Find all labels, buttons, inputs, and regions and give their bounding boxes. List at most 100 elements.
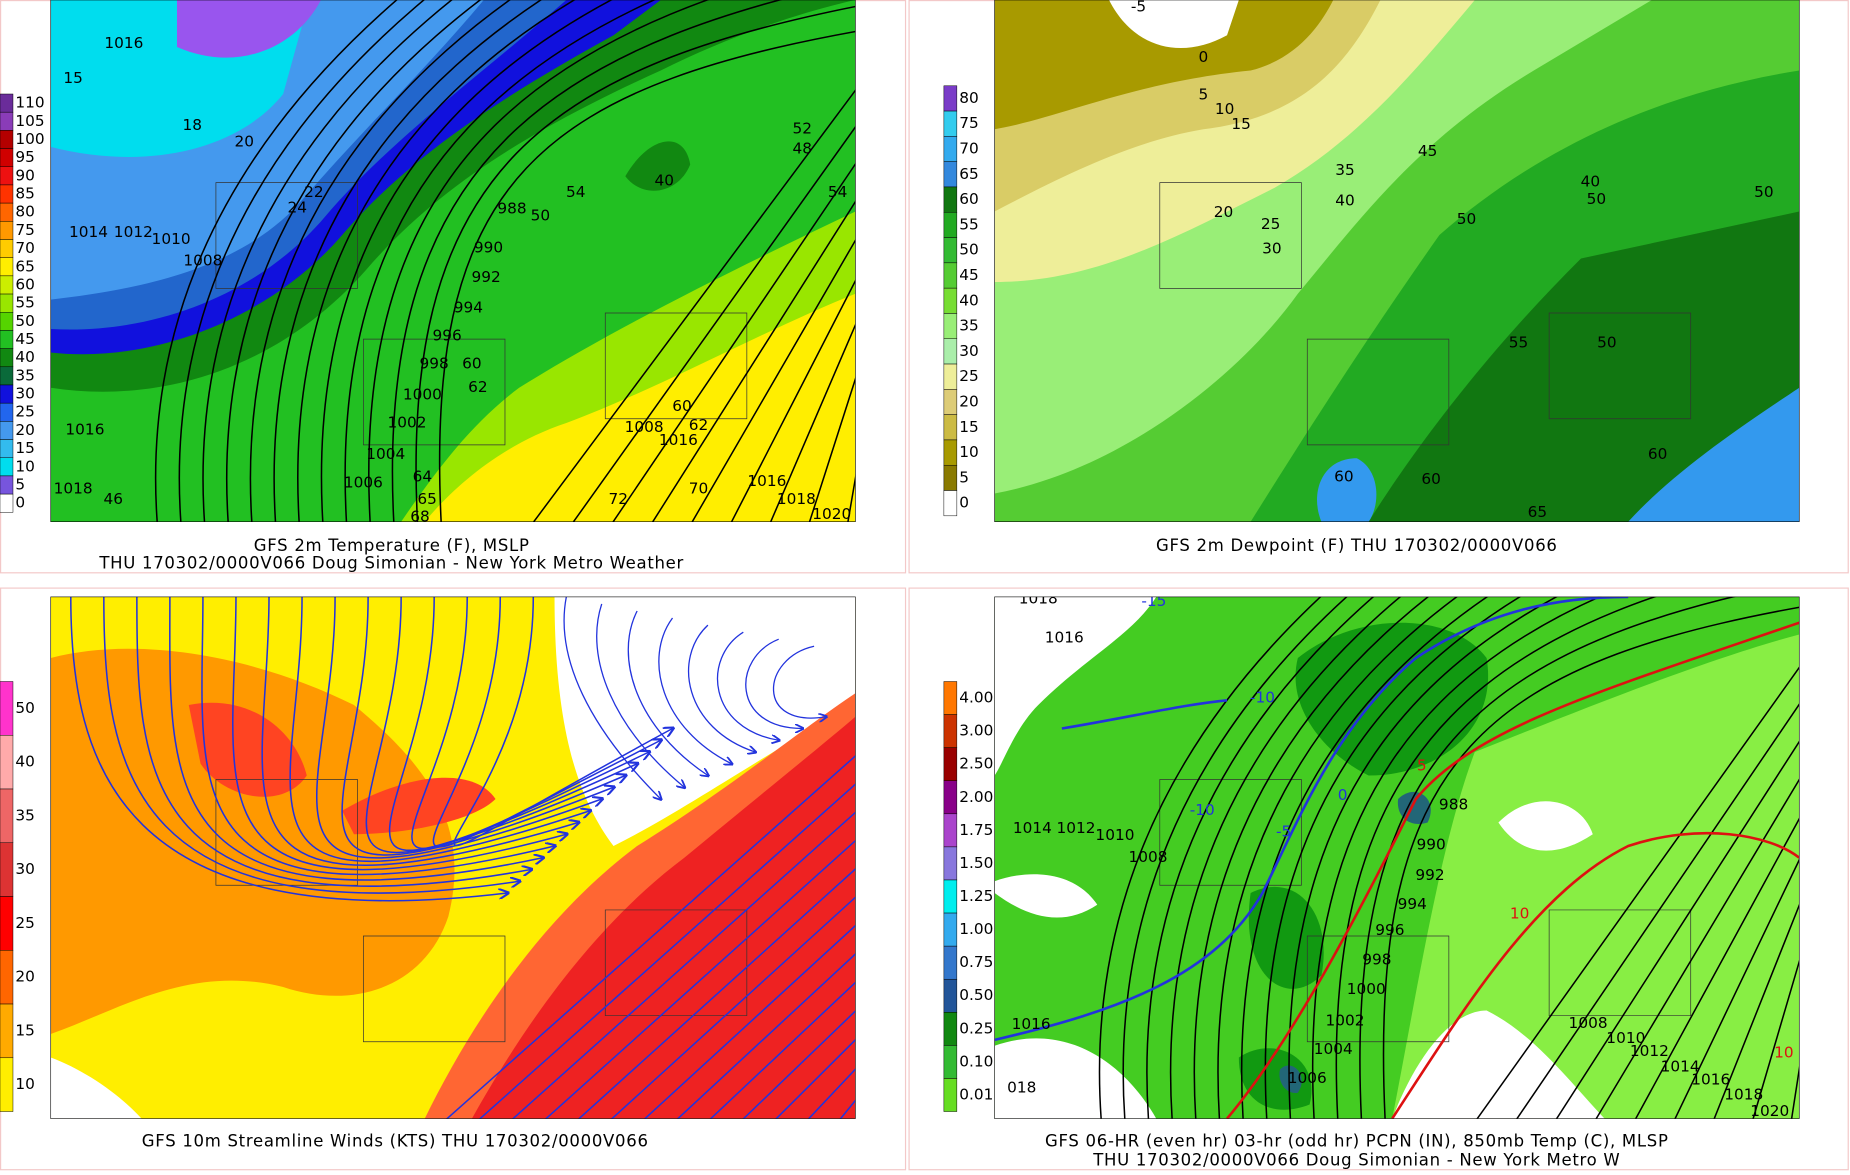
isobar: [202, 0, 453, 522]
map-label: 1004: [366, 445, 405, 463]
map-label: 1010: [152, 230, 191, 248]
map-label: 0: [1199, 48, 1209, 66]
map-label: 62: [689, 416, 709, 434]
map-label: 992: [1415, 866, 1444, 884]
isobar: [1146, 596, 1375, 1119]
colorbar-label: 50: [15, 312, 35, 330]
map-label: -10: [1190, 801, 1215, 819]
colorbar-label: 80: [15, 203, 35, 221]
colorbar-swatch: [943, 780, 958, 815]
colorbar-label: 4.00: [959, 689, 993, 707]
streamline: [388, 596, 638, 852]
isobar: [415, 5, 856, 522]
isobar: [1674, 858, 1800, 1119]
shaded-region: [1279, 1065, 1302, 1094]
streamline: [807, 1068, 856, 1119]
map-border: [994, 0, 1800, 522]
streamline: [103, 596, 519, 894]
colorbar-label: 60: [15, 275, 35, 293]
shaded-region: [188, 702, 307, 797]
isobar: [391, 0, 783, 522]
streamline: [563, 596, 661, 799]
colorbar-swatch: [943, 1045, 958, 1079]
map-label: 1020: [1750, 1102, 1789, 1120]
colorbar-swatch: [943, 464, 958, 491]
map-label: 25: [1261, 215, 1281, 233]
map-label: 1004: [1314, 1040, 1353, 1058]
isobar: [1359, 596, 1737, 1119]
colorbar-label: 45: [959, 266, 979, 284]
map-label: 1010: [1095, 826, 1134, 844]
map-label: 1000: [1347, 980, 1386, 998]
shaded-region: [1368, 211, 1800, 522]
map-label: 20: [1214, 203, 1234, 221]
map-label: 1000: [403, 385, 442, 403]
shaded-region: [471, 716, 856, 1119]
streamline: [544, 839, 856, 1119]
map-label: 996: [433, 327, 462, 345]
isobar: [249, 0, 512, 522]
map-label: 1014: [69, 223, 108, 241]
streamline: [201, 596, 555, 876]
colorbar-swatch: [943, 287, 958, 314]
colorbar-swatch: [0, 312, 14, 331]
map-label: 1018: [1724, 1086, 1763, 1104]
map-label: 46: [104, 490, 124, 508]
colorbar-swatch: [943, 490, 958, 517]
colorbar-label: 55: [959, 215, 979, 233]
colorbar-swatch: [0, 896, 14, 951]
isobar: [1634, 817, 1800, 1119]
isobar: [847, 473, 856, 522]
map-label: 998: [1362, 950, 1391, 968]
map-label: 1016: [1691, 1070, 1730, 1088]
streamline: [70, 596, 508, 902]
colorbar-swatch: [0, 402, 14, 422]
map-label: 1012: [114, 223, 153, 241]
map-label: 5: [1199, 86, 1209, 104]
colorbar-swatch: [0, 735, 14, 790]
colorbar-label: 75: [15, 221, 35, 239]
panel-title: THU 170302/0000V066 Doug Simonian - New …: [98, 554, 684, 573]
shaded-region: [994, 596, 1157, 776]
colorbar-label: 25: [15, 914, 35, 932]
colorbar-swatch: [943, 846, 958, 881]
colorbar-label: 0.50: [959, 986, 993, 1004]
isobar: [154, 0, 398, 522]
colorbar-label: 1.50: [959, 854, 993, 872]
colorbar-swatch: [0, 130, 14, 149]
colorbar-label: 0.25: [959, 1019, 993, 1037]
colorbar-label: 10: [15, 457, 35, 475]
colorbar-label: 15: [959, 418, 979, 436]
colorbar-swatch: [0, 493, 14, 513]
map-label: 1016: [1012, 1015, 1051, 1033]
streamline: [839, 1099, 856, 1119]
map-label: 40: [654, 171, 674, 189]
map-label: 50: [1457, 210, 1477, 228]
isobar: [1713, 903, 1800, 1119]
isobar: [730, 279, 856, 522]
shaded-region: [1295, 622, 1489, 776]
streamline: [445, 754, 856, 1119]
boundary: [604, 909, 748, 1017]
map-label: 60: [1334, 468, 1354, 486]
colorbar-label: 100: [15, 130, 44, 148]
map-label: 1010: [1606, 1029, 1645, 1047]
colorbar-swatch: [0, 950, 14, 1005]
map-label: 1016: [659, 431, 698, 449]
map-label: 994: [1398, 895, 1427, 913]
boundary: [1306, 935, 1450, 1043]
streamline: [169, 596, 543, 881]
colorbar-swatch: [0, 221, 14, 240]
map-label: 1008: [625, 418, 664, 436]
streamline: [610, 896, 856, 1119]
colorbar-label: 85: [15, 185, 35, 203]
colorbar-label: 3.00: [959, 722, 993, 740]
colorbar-label: 35: [15, 806, 35, 824]
panel-title: GFS 2m Temperature (F), MSLP: [254, 536, 530, 555]
colorbar-swatch: [943, 978, 958, 1013]
colorbar-label: 20: [15, 421, 35, 439]
streamline: [676, 953, 856, 1119]
colorbar-label: 0.10: [959, 1052, 993, 1070]
map-label: 30: [1262, 240, 1282, 258]
